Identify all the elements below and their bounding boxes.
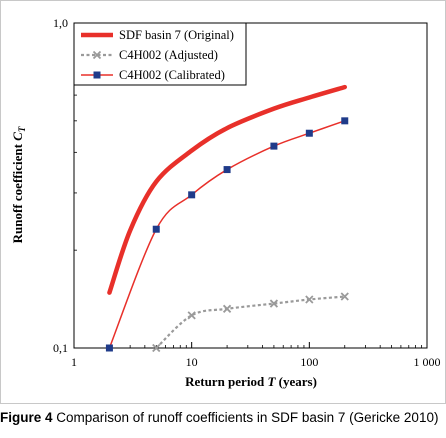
series-calibrated [105,117,349,352]
x-tick-label: 1 000 [414,355,441,369]
legend-marker-calibrated [93,71,101,79]
data-point-square [105,344,113,352]
data-point-x [152,343,161,353]
data-point-square [152,225,160,233]
caption-text: Comparison of runoff coefficients in SDF… [52,410,439,425]
legend: SDF basin 7 (Original) C4H002 (Adjusted)… [73,22,247,86]
figure-caption: Figure 4 Comparison of runoff coefficien… [0,410,446,436]
data-point-square [223,166,231,174]
data-point-square [188,191,196,199]
legend-item-original: SDF basin 7 (Original) [81,28,234,42]
chart-frame: 1 10 100 1 000 0,1 1,0 SDF basin 7 (Original)… [0,0,446,404]
x-tick-label: 1 [71,355,77,369]
data-point-x [340,292,349,301]
chart-svg: 1 10 100 1 000 0,1 1,0 SDF basin 7 (Original)… [10,16,441,389]
legend-label-adjusted: C4H002 (Adjusted) [119,48,218,62]
series-line [155,295,345,349]
caption-lead: Figure 4 [0,410,53,425]
x-tick-label: 10 [186,355,198,369]
data-point-x [269,299,279,308]
series-line [107,84,348,295]
y-axis-title: Runoff coefficient CT [10,126,27,243]
data-point-square [305,129,313,137]
data-point-x [187,311,196,320]
series-adjusted [152,292,349,353]
series-layer [105,84,349,353]
y-tick-label: 1,0 [53,16,68,30]
y-tick-label: 0,1 [53,341,68,355]
axis-ticks: 1 10 100 1 000 0,1 1,0 [53,16,441,369]
legend-item-calibrated: C4H002 (Calibrated) [81,68,225,82]
series-line [108,120,346,349]
series-original [107,84,348,295]
x-tick-label: 100 [300,355,318,369]
data-point-square [341,117,349,125]
x-axis-title: Return period T (years) [185,374,317,389]
data-point-x [222,304,232,313]
plot-area [73,22,428,349]
legend-item-adjusted: C4H002 (Adjusted) [81,48,218,62]
legend-label-original: SDF basin 7 (Original) [119,28,234,42]
legend-label-calibrated: C4H002 (Calibrated) [119,68,225,82]
data-point-square [270,142,278,150]
data-point-x [305,295,314,304]
legend-marker-adjusted [92,50,102,60]
